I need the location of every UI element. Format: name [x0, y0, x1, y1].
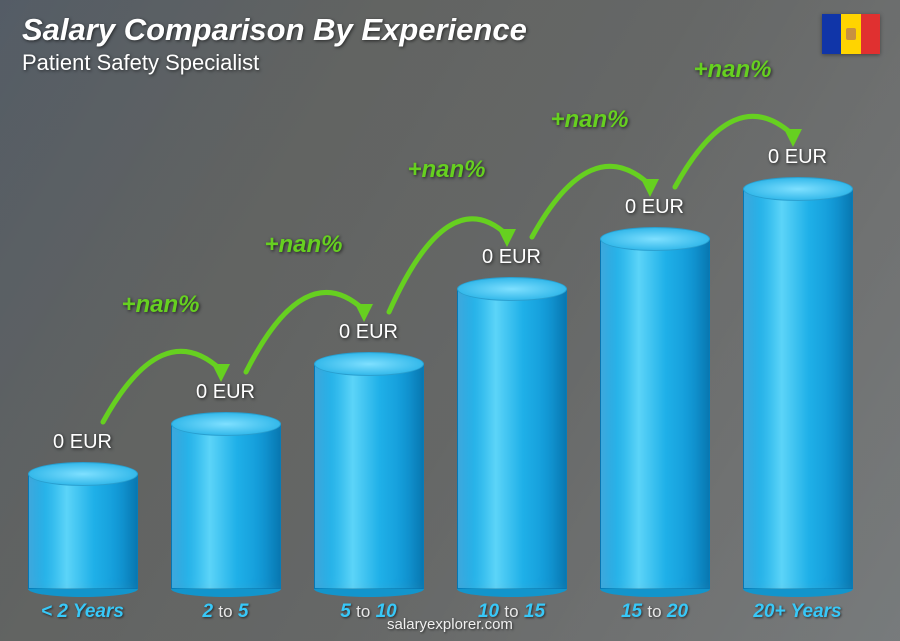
- bar-chart: 0 EUR< 2 Years0 EUR2 to 50 EUR5 to 100 E…: [20, 89, 860, 589]
- page-subtitle: Patient Safety Specialist: [22, 50, 527, 76]
- bar-1: 0 EUR2 to 5: [163, 381, 288, 589]
- page-title: Salary Comparison By Experience: [22, 12, 527, 48]
- bar-value-label: 0 EUR: [196, 381, 255, 404]
- bar-value-label: 0 EUR: [625, 196, 684, 219]
- bar-value-label: 0 EUR: [339, 321, 398, 344]
- bar-column: [743, 189, 853, 589]
- bar-2: 0 EUR5 to 10: [306, 321, 431, 589]
- delta-label: +nan%: [694, 56, 772, 84]
- bar-value-label: 0 EUR: [768, 146, 827, 169]
- bar-column: [314, 364, 424, 589]
- bar-value-label: 0 EUR: [53, 431, 112, 454]
- bar-5: 0 EUR20+ Years: [735, 146, 860, 589]
- bar-4: 0 EUR15 to 20: [592, 196, 717, 589]
- bar-column: [600, 239, 710, 589]
- bar-column: [28, 474, 138, 589]
- footer-credit: salaryexplorer.com: [0, 616, 900, 633]
- delta-label: +nan%: [265, 231, 343, 259]
- bar-value-label: 0 EUR: [482, 246, 541, 269]
- delta-label: +nan%: [122, 291, 200, 319]
- bar-column: [171, 424, 281, 589]
- delta-label: +nan%: [408, 156, 486, 184]
- bar-column: [457, 289, 567, 589]
- bar-3: 0 EUR10 to 15: [449, 246, 574, 589]
- country-flag: [822, 14, 880, 54]
- delta-label: +nan%: [551, 106, 629, 134]
- header: Salary Comparison By Experience Patient …: [22, 12, 527, 76]
- bar-0: 0 EUR< 2 Years: [20, 431, 145, 589]
